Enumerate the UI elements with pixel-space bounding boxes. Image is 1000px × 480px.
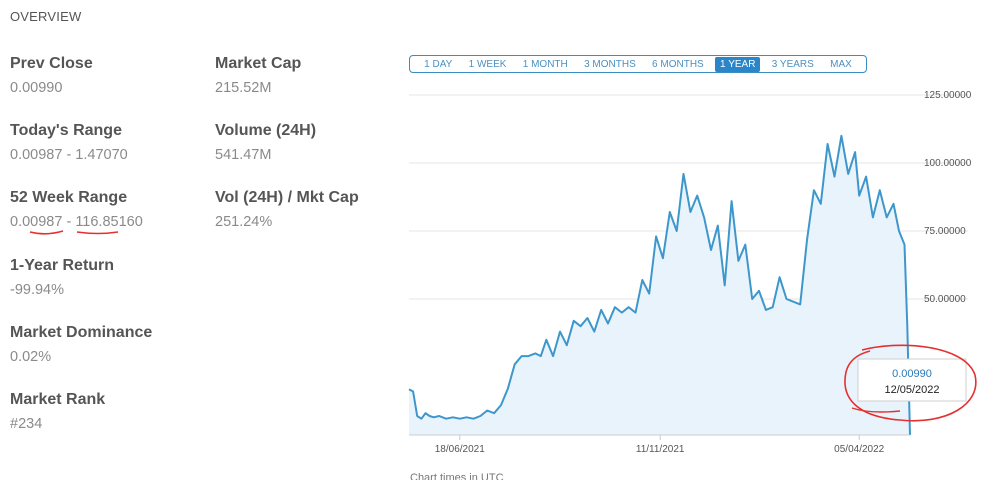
stat-vol-mkt-cap: Vol (24H) / Mkt Cap 251.24% bbox=[215, 189, 405, 230]
range-high: 116.85160 bbox=[75, 214, 143, 230]
y-axis-labels: 50.00000 75.00000 100.00000 125.00000 bbox=[924, 90, 972, 305]
range-1-year-button[interactable]: 1 YEAR bbox=[715, 56, 761, 72]
stat-value: -99.94% bbox=[10, 282, 65, 298]
stat-value: 215.52M bbox=[215, 80, 272, 96]
stat-volume-24h: Volume (24H) 541.47M bbox=[215, 122, 405, 163]
range-1-month-button[interactable]: 1 MONTH bbox=[522, 58, 568, 70]
range-3-months-button[interactable]: 3 MONTHS bbox=[584, 58, 636, 70]
range-1-day-button[interactable]: 1 DAY bbox=[424, 58, 453, 70]
price-area-fill bbox=[409, 135, 910, 436]
tooltip-tail-annotation bbox=[851, 407, 901, 413]
underline-high-annotation bbox=[76, 231, 119, 235]
stat-label: Market Dominance bbox=[10, 324, 153, 341]
chart-tooltip: 0.00990 12/05/2022 bbox=[844, 344, 977, 422]
stat-label: Vol (24H) / Mkt Cap bbox=[215, 189, 359, 206]
range-1-week-button[interactable]: 1 WEEK bbox=[468, 58, 507, 70]
stat-label: 52 Week Range bbox=[10, 189, 128, 206]
tooltip-date: 12/05/2022 bbox=[884, 384, 939, 396]
stat-label: Market Rank bbox=[10, 391, 106, 408]
time-range-selector: 1 DAY 1 WEEK 1 MONTH 3 MONTHS 6 MONTHS 1… bbox=[409, 55, 867, 73]
stat-value: #234 bbox=[10, 416, 43, 432]
stat-todays-range: Today's Range 0.00987 - 1.47070 bbox=[10, 122, 200, 163]
stat-market-dominance: Market Dominance 0.02% bbox=[10, 324, 200, 365]
tooltip-circle-annotation bbox=[844, 344, 977, 422]
x-tick-label: 05/04/2022 bbox=[834, 444, 884, 455]
stat-1-year-return: 1-Year Return -99.94% bbox=[10, 257, 200, 298]
stat-52-week-range: 52 Week Range 0.00987 - 116.85160 bbox=[10, 189, 200, 230]
stat-label: Today's Range bbox=[10, 122, 122, 139]
underline-low-annotation bbox=[29, 230, 64, 235]
stat-label: Volume (24H) bbox=[215, 122, 317, 139]
stat-market-rank: Market Rank #234 bbox=[10, 391, 200, 432]
range-low: 0.00987 bbox=[10, 214, 63, 230]
y-tick-label: 50.00000 bbox=[924, 294, 966, 305]
stat-value: 0.02% bbox=[10, 349, 52, 365]
tooltip-value: 0.00990 bbox=[892, 368, 932, 380]
x-axis-labels: 18/06/2021 11/11/2021 05/04/2022 bbox=[435, 435, 885, 455]
tooltip-box bbox=[857, 358, 967, 402]
stat-label: 1-Year Return bbox=[10, 257, 115, 274]
stat-value: 0.00987 - 116.85160 bbox=[10, 214, 200, 230]
stat-label: Market Cap bbox=[215, 55, 302, 72]
stat-value: 0.00990 bbox=[10, 80, 63, 96]
stat-value: 0.00987 - 1.47070 bbox=[10, 147, 128, 163]
chart-footnote: Chart times in UTC bbox=[410, 472, 504, 480]
price-line bbox=[408, 134, 911, 436]
y-tick-label: 75.00000 bbox=[924, 226, 966, 237]
range-separator: - bbox=[62, 214, 76, 230]
stat-value: 251.24% bbox=[215, 214, 273, 230]
stat-label: Prev Close bbox=[10, 55, 93, 72]
stat-prev-close: Prev Close 0.00990 bbox=[10, 55, 200, 96]
x-tick-label: 18/06/2021 bbox=[435, 444, 485, 455]
range-3-years-button[interactable]: 3 YEARS bbox=[771, 58, 814, 70]
y-tick-label: 125.00000 bbox=[924, 90, 972, 101]
stat-market-cap: Market Cap 215.52M bbox=[215, 55, 405, 96]
range-max-button[interactable]: MAX bbox=[830, 58, 852, 70]
x-tick-label: 11/11/2021 bbox=[636, 444, 685, 455]
y-tick-label: 100.00000 bbox=[924, 158, 972, 169]
range-6-months-button[interactable]: 6 MONTHS bbox=[652, 58, 704, 70]
stat-value: 541.47M bbox=[215, 147, 272, 163]
overview-title: OVERVIEW bbox=[10, 9, 82, 24]
red-annotations bbox=[29, 230, 119, 235]
